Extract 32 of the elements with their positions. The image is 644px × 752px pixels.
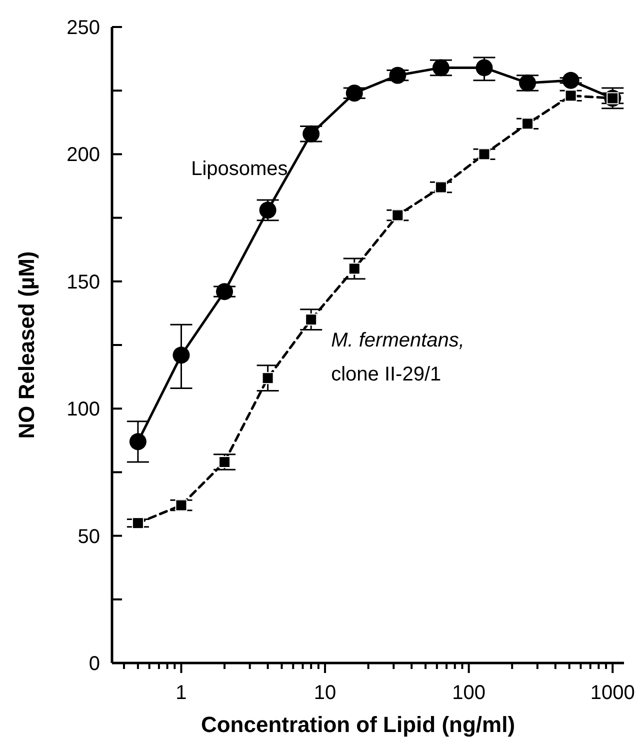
point (172, 346, 190, 364)
point (348, 262, 360, 275)
point (129, 433, 146, 450)
point (218, 456, 231, 468)
point (522, 118, 534, 130)
point (346, 84, 363, 102)
point (305, 314, 318, 326)
point (392, 209, 404, 222)
point (564, 90, 577, 102)
y-tick-label: 0 (88, 653, 100, 675)
x-tick-label: 100 (452, 682, 486, 704)
x-tick-label: 10 (314, 682, 336, 704)
point (175, 499, 188, 512)
point (476, 59, 493, 76)
y-tick-label: 50 (78, 526, 100, 548)
point (262, 372, 274, 384)
point (389, 66, 406, 84)
y-axis-title: NO Released (µM) (14, 251, 39, 439)
y-tick-label: 100 (66, 398, 100, 421)
x-tick-label: 1000 (590, 682, 635, 704)
point (132, 517, 144, 530)
point (216, 283, 234, 300)
point (434, 181, 447, 194)
point (478, 148, 490, 160)
x-tick-label: 1 (176, 682, 187, 704)
series-label: Liposomes (191, 158, 288, 180)
y-tick-label: 150 (66, 271, 100, 294)
series-label: M. fermentans, clone II-29/1 (331, 330, 464, 386)
y-tick-label: 250 (66, 17, 100, 39)
x-axis-title: Concentration of Lipid (ng/ml) (200, 712, 516, 737)
y-tick-label: 200 (66, 144, 100, 166)
point (562, 72, 580, 89)
